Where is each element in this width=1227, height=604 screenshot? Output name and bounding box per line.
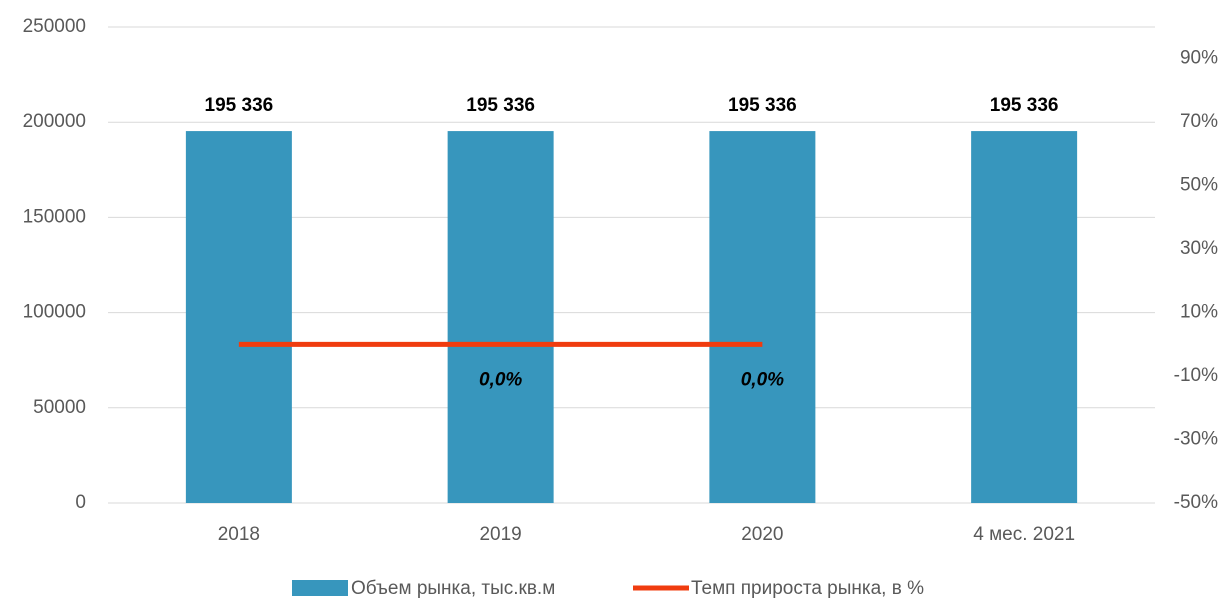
y2-tick-label: -30%	[1174, 429, 1218, 450]
y-tick-label: 200000	[23, 111, 86, 132]
x-tick-label: 2018	[218, 524, 260, 545]
bar-value-label: 195 336	[728, 95, 797, 116]
y-tick-label: 250000	[23, 16, 86, 37]
legend-swatch	[292, 580, 348, 596]
bar	[709, 131, 816, 503]
bar	[971, 131, 1078, 503]
y-tick-label: 150000	[23, 206, 86, 227]
y2-tick-label: -50%	[1174, 492, 1218, 513]
bar-value-label: 195 336	[205, 95, 274, 116]
y-tick-label: 100000	[23, 302, 86, 323]
y2-tick-label: 30%	[1180, 238, 1218, 259]
y2-tick-label: -10%	[1174, 365, 1218, 386]
bar	[447, 131, 554, 503]
y2-tick-label: 10%	[1180, 302, 1218, 323]
legend-label: Объем рынка, тыс.кв.м	[351, 578, 555, 599]
y-tick-label: 50000	[33, 397, 86, 418]
bar	[185, 131, 292, 503]
x-tick-label: 2020	[741, 524, 783, 545]
y2-tick-label: 70%	[1180, 111, 1218, 132]
legend-label: Темп прироста рынка, в %	[691, 578, 924, 599]
x-tick-label: 2019	[479, 524, 521, 545]
y2-tick-label: 50%	[1180, 175, 1218, 196]
y-tick-label: 0	[75, 492, 86, 513]
x-tick-label: 4 мес. 2021	[973, 524, 1075, 545]
y2-tick-label: 90%	[1180, 48, 1218, 69]
line-value-label: 0,0%	[741, 369, 784, 390]
bar-value-label: 195 336	[990, 95, 1059, 116]
line-value-label: 0,0%	[479, 369, 522, 390]
bar-value-label: 195 336	[466, 95, 535, 116]
